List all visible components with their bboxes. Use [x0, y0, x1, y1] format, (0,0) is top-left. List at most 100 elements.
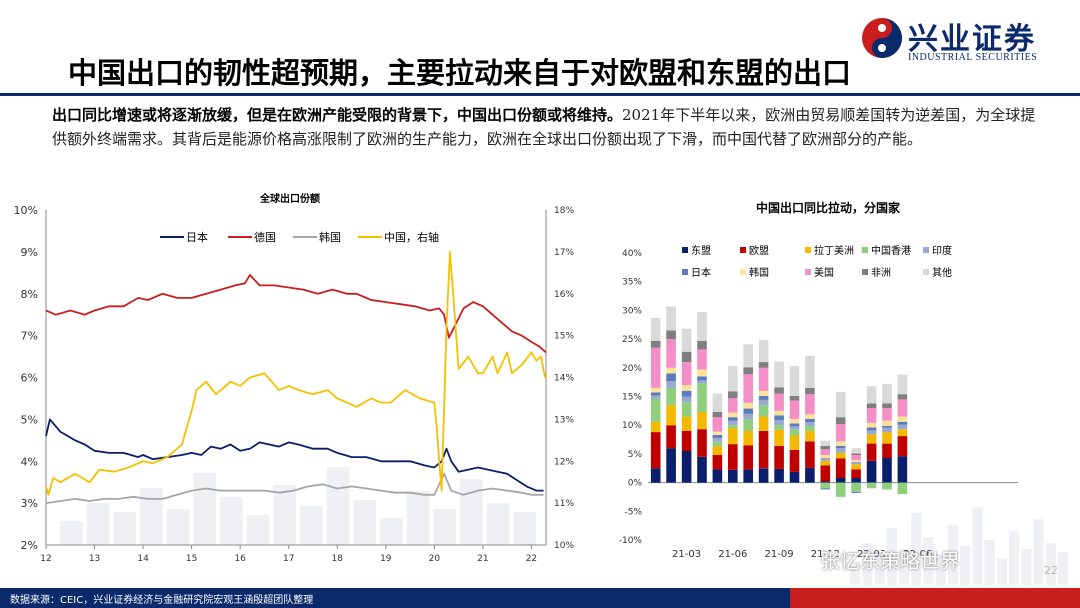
legend-label-6: 韩国: [749, 266, 769, 279]
skyline-building: [972, 507, 983, 585]
x-tick-label: 13: [89, 554, 100, 564]
skyline-building: [220, 497, 243, 545]
y-right-tick-label: 15%: [554, 332, 574, 342]
source-note: 数据来源：CEIC，兴业证券经济与金融研究院宏观王涵殷超团队整理: [10, 595, 314, 606]
bar-segment-6: [650, 387, 661, 393]
bar-segment-4: [758, 399, 769, 406]
legend-label-1: 德国: [254, 230, 276, 244]
x-tick-label: 16: [234, 554, 246, 564]
company-logo: 兴业证券 INDUSTRIAL SECURITIES: [860, 12, 1070, 64]
bar-segment-9: [820, 440, 831, 446]
bar-segment-8: [789, 395, 800, 401]
bar-segment-2: [697, 412, 707, 430]
bar-segment-7: [789, 400, 800, 419]
bar-segment-7: [697, 349, 707, 370]
bar-segment-0: [712, 469, 723, 483]
x-tick-label: 17: [283, 554, 294, 564]
skyline-building: [996, 558, 1008, 585]
intro-rest: 2021年下半年以来，欧洲由贸易顺差国转为逆差国，为全球提供额外终端需求。其背后…: [52, 106, 1036, 148]
legend-swatch-1: [740, 247, 746, 253]
bar-segment-2: [712, 446, 723, 455]
skyline-building: [886, 528, 898, 585]
legend-label-3: 中国香港: [871, 244, 911, 257]
bar-segment-3: [866, 482, 877, 489]
intro-paragraph: 出口同比增速或将逐渐放缓，但是在欧洲产能受限的背景下，中国出口份额或将维持。20…: [52, 103, 1042, 151]
y-tick-label: 15%: [622, 393, 642, 403]
bar-segment-0: [805, 467, 815, 483]
x-tick-label: 15: [186, 554, 197, 564]
x-tick-label: 21-03: [672, 549, 701, 560]
legend-label-4: 印度: [932, 244, 952, 257]
skyline-building: [898, 549, 910, 585]
bar-segment-2: [774, 429, 784, 446]
bar-segment-6: [774, 410, 784, 416]
title-divider: [0, 93, 1080, 96]
bar-segment-9: [851, 448, 861, 454]
legend-swatch-9: [923, 269, 929, 275]
bar-segment-7: [851, 455, 861, 461]
legend-label-3: 中国，右轴: [384, 230, 439, 244]
bar-segment-4: [774, 420, 784, 426]
y-tick-label: 5%: [628, 450, 643, 460]
bar-segment-9: [650, 317, 661, 341]
bar-segment-6: [897, 416, 908, 422]
skyline-building: [60, 521, 83, 545]
bar-segment-2: [897, 429, 908, 437]
bar-segment-4: [882, 427, 892, 433]
bar-segment-0: [666, 448, 676, 483]
legend-swatch-3: [862, 247, 868, 253]
legend-label-2: 韩国: [319, 230, 341, 244]
skyline-building: [1045, 543, 1056, 585]
y-left-tick-label: 5%: [21, 413, 38, 426]
bar-segment-2: [758, 416, 769, 431]
legend-label-1: 欧盟: [749, 245, 769, 257]
skyline-building: [113, 512, 136, 545]
series-line-1: [45, 274, 547, 354]
logo-subtext: INDUSTRIAL SECURITIES: [908, 52, 1038, 63]
y-tick-label: 30%: [622, 306, 642, 316]
bar-segment-7: [897, 399, 908, 417]
bar-segment-4: [681, 396, 692, 403]
skyline-building: [300, 506, 323, 545]
skyline-building: [406, 491, 430, 545]
bar-segment-0: [743, 469, 753, 483]
legend-label-0: 东盟: [691, 244, 711, 257]
y-tick-label: 20%: [622, 364, 642, 374]
bar-segment-7: [866, 408, 877, 423]
bar-segment-3: [789, 429, 800, 436]
bar-segment-6: [697, 369, 707, 377]
intro-bold: 出口同比增速或将逐渐放缓，但是在欧洲产能受限的背景下，中国出口份额或将维持。: [52, 106, 623, 124]
bar-segment-8: [650, 340, 661, 348]
bar-segment-4: [897, 424, 908, 430]
bar-segment-8: [866, 403, 877, 408]
bar-segment-2: [805, 430, 815, 442]
bar-segment-0: [835, 478, 846, 483]
y-tick-label: 40%: [622, 249, 642, 259]
bar-chart-title: 中国出口同比拉动，分国家: [756, 200, 901, 215]
bar-segment-8: [681, 351, 692, 362]
bar-segment-6: [789, 418, 800, 424]
bar-segment-9: [897, 374, 908, 395]
bar-segment-5: [851, 491, 861, 493]
bar-segment-0: [697, 456, 707, 483]
bar-segment-9: [666, 306, 676, 331]
x-tick-label: 21-09: [765, 549, 794, 560]
bar-segment-1: [743, 445, 753, 470]
bar-segment-1: [897, 436, 908, 457]
skyline-building: [1057, 552, 1069, 585]
bar-segment-0: [758, 468, 769, 483]
y-left-tick-label: 4%: [21, 455, 38, 468]
y-tick-label: 35%: [622, 278, 642, 288]
bar-segment-1: [820, 465, 831, 482]
y-left-tick-label: 6%: [21, 372, 38, 385]
bar-segment-6: [758, 390, 769, 396]
x-tick-label: 22: [526, 554, 537, 564]
bar-segment-1: [805, 441, 815, 468]
skyline-building: [923, 537, 934, 585]
y-right-tick-label: 13%: [554, 415, 574, 425]
skyline-building: [486, 503, 510, 545]
bar-segment-1: [697, 429, 707, 457]
bar-segment-2: [743, 430, 753, 446]
bar-segment-7: [758, 367, 769, 391]
y-left-tick-label: 3%: [21, 497, 38, 510]
